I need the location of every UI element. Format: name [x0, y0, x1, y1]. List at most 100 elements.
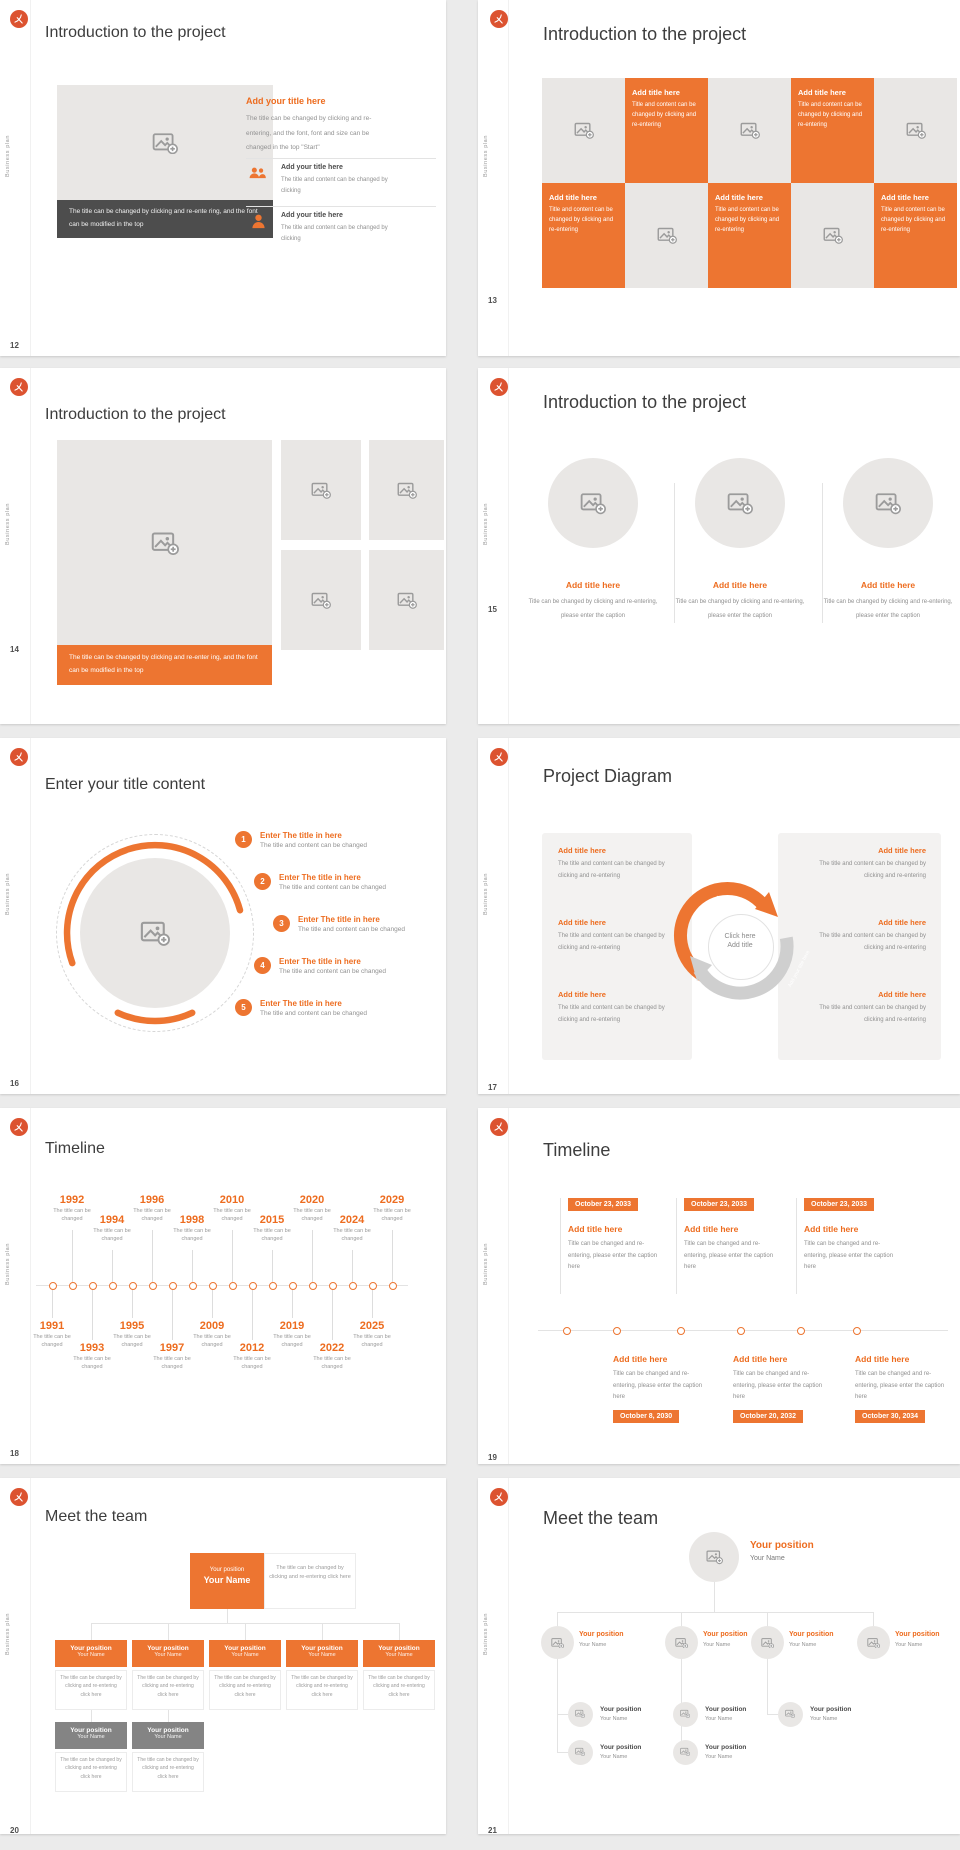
center-label-line1: Click here — [724, 933, 756, 940]
org-position: Your position — [789, 1631, 834, 1638]
org-position: Your position — [147, 1645, 189, 1652]
timeline-year: 1997 — [159, 1342, 185, 1354]
image-placeholder-icon — [875, 493, 901, 515]
text-tile: Add title here Title and content can be … — [542, 183, 625, 288]
image-placeholder-icon — [151, 532, 179, 555]
image-placeholder — [695, 458, 785, 548]
slide-title: Project Diagram — [543, 766, 673, 786]
intro-heading: Add your title here — [246, 96, 326, 106]
people-icon — [249, 167, 266, 179]
org-connector — [322, 1623, 323, 1640]
vertical-brand-label: Business plan — [483, 135, 489, 178]
timeline-caption: The title can be changed — [293, 1208, 331, 1222]
timeline-year: 1992 — [59, 1194, 85, 1206]
vertical-brand-label: Business plan — [5, 1613, 11, 1656]
image-placeholder — [843, 458, 933, 548]
entry-heading: Add title here — [733, 1354, 788, 1364]
date-badge: October 8, 2030 — [613, 1410, 680, 1423]
timeline-node — [248, 1282, 257, 1290]
timeline-caption: The title can be changed — [33, 1334, 71, 1348]
slide-title: Introduction to the project — [45, 24, 226, 41]
image-placeholder-icon — [657, 228, 677, 245]
org-position: Your position — [750, 1540, 814, 1551]
timeline-year: 2024 — [339, 1214, 365, 1226]
org-gray-node: Your position Your Name — [55, 1722, 127, 1749]
brand-logo-icon — [10, 378, 28, 396]
timeline-stem — [192, 1250, 193, 1282]
slide-20-thumbnail[interactable]: Business plan Meet the team Your positio… — [0, 1478, 446, 1835]
timeline-stem — [172, 1290, 173, 1340]
timeline-stem — [312, 1230, 313, 1282]
column-body: Title can be changed by clicking and re-… — [528, 599, 658, 619]
timeline-stem — [132, 1290, 133, 1318]
timeline-caption: The title can be changed — [113, 1334, 151, 1348]
step-heading: Enter The title in here — [279, 957, 361, 966]
tile-body: Title and content can be changed by clic… — [881, 207, 946, 233]
timeline-stem — [372, 1290, 373, 1318]
entry-heading: Add title here — [684, 1224, 739, 1234]
timeline-year: 1995 — [119, 1320, 145, 1332]
timeline-year: 2010 — [219, 1194, 245, 1206]
vertical-brand-label: Business plan — [5, 135, 11, 178]
slide-15-thumbnail[interactable]: Business plan Introduction to the projec… — [478, 368, 960, 724]
image-placeholder — [548, 458, 638, 548]
org-note: The title can be changed by clicking and… — [286, 1670, 358, 1710]
timeline-caption: The title can be changed — [153, 1356, 191, 1370]
timeline-caption: The title can be changed — [173, 1228, 211, 1242]
vertical-brand-label: Business plan — [483, 503, 489, 546]
entry-body: Title can be changed and re-entering, pl… — [855, 1371, 945, 1400]
page-number: 18 — [10, 1449, 19, 1458]
image-placeholder-icon — [574, 123, 594, 140]
vertical-brand-label: Business plan — [5, 1243, 11, 1286]
slide-14-thumbnail[interactable]: Business plan Introduction to the projec… — [0, 368, 446, 724]
org-connector — [714, 1582, 715, 1612]
org-name: Your Name — [77, 1734, 105, 1740]
image-placeholder-icon — [397, 592, 417, 609]
panel-item-heading: Add title here — [878, 918, 926, 927]
timeline-year: 1998 — [179, 1214, 205, 1226]
org-position: Your position — [70, 1727, 112, 1734]
item-heading: Add your title here — [281, 164, 343, 171]
column-body: Title can be changed by clicking and re-… — [675, 599, 805, 619]
org-name: Your Name — [810, 1716, 838, 1722]
org-position: Your position — [705, 1706, 747, 1713]
image-placeholder-icon — [580, 493, 606, 515]
org-child-node: Your position Your Name — [286, 1640, 358, 1667]
panel-item-body: The title and content can be changed by … — [819, 1005, 926, 1023]
org-connector — [873, 1612, 874, 1626]
slide-21-thumbnail[interactable]: Business plan Meet the team Your positio… — [478, 1478, 960, 1835]
circle-diagram — [52, 830, 258, 1036]
vertical-brand-label: Business plan — [483, 1243, 489, 1286]
tile-heading: Add title here — [632, 88, 680, 97]
brand-logo-icon — [10, 748, 28, 766]
timeline-node — [128, 1282, 137, 1290]
timeline-stem — [392, 1230, 393, 1282]
center-circle — [708, 914, 774, 980]
step-body: The title and content can be changed — [260, 842, 367, 849]
timeline-node — [852, 1326, 861, 1335]
org-connector — [557, 1714, 568, 1715]
image-placeholder-icon — [740, 123, 760, 140]
timeline-node — [348, 1282, 357, 1290]
tile-body: Title and content can be changed by clic… — [798, 102, 863, 128]
slide-17-thumbnail[interactable]: Business plan Project Diagram Add title … — [478, 738, 960, 1094]
org-name: Your Name — [705, 1754, 733, 1760]
slide-16-thumbnail[interactable]: Business plan Enter your title content 1… — [0, 738, 446, 1094]
slide-19-thumbnail[interactable]: Business plan Timeline October 23, 2033 … — [478, 1108, 960, 1464]
slide-rail-divider — [508, 1108, 509, 1464]
slide-13-thumbnail[interactable]: Business plan Introduction to the projec… — [478, 0, 960, 356]
tile-body: Title and content can be changed by clic… — [549, 207, 614, 233]
timeline-node — [48, 1282, 57, 1290]
tile-body: Title and content can be changed by clic… — [715, 207, 780, 233]
org-position: Your position — [579, 1631, 624, 1638]
timeline-node — [388, 1282, 397, 1290]
org-connector — [681, 1612, 682, 1626]
slide-12-thumbnail[interactable]: Business plan Introduction to the projec… — [0, 0, 446, 356]
org-child-node: Your position Your Name — [209, 1640, 281, 1667]
image-placeholder — [80, 858, 230, 1008]
org-name: Your Name — [154, 1652, 182, 1658]
page-number: 16 — [10, 1079, 19, 1088]
slide-18-thumbnail[interactable]: Business plan Timeline 1992 The title ca… — [0, 1108, 446, 1464]
tile-heading: Add title here — [549, 193, 597, 202]
image-placeholder — [369, 550, 444, 650]
